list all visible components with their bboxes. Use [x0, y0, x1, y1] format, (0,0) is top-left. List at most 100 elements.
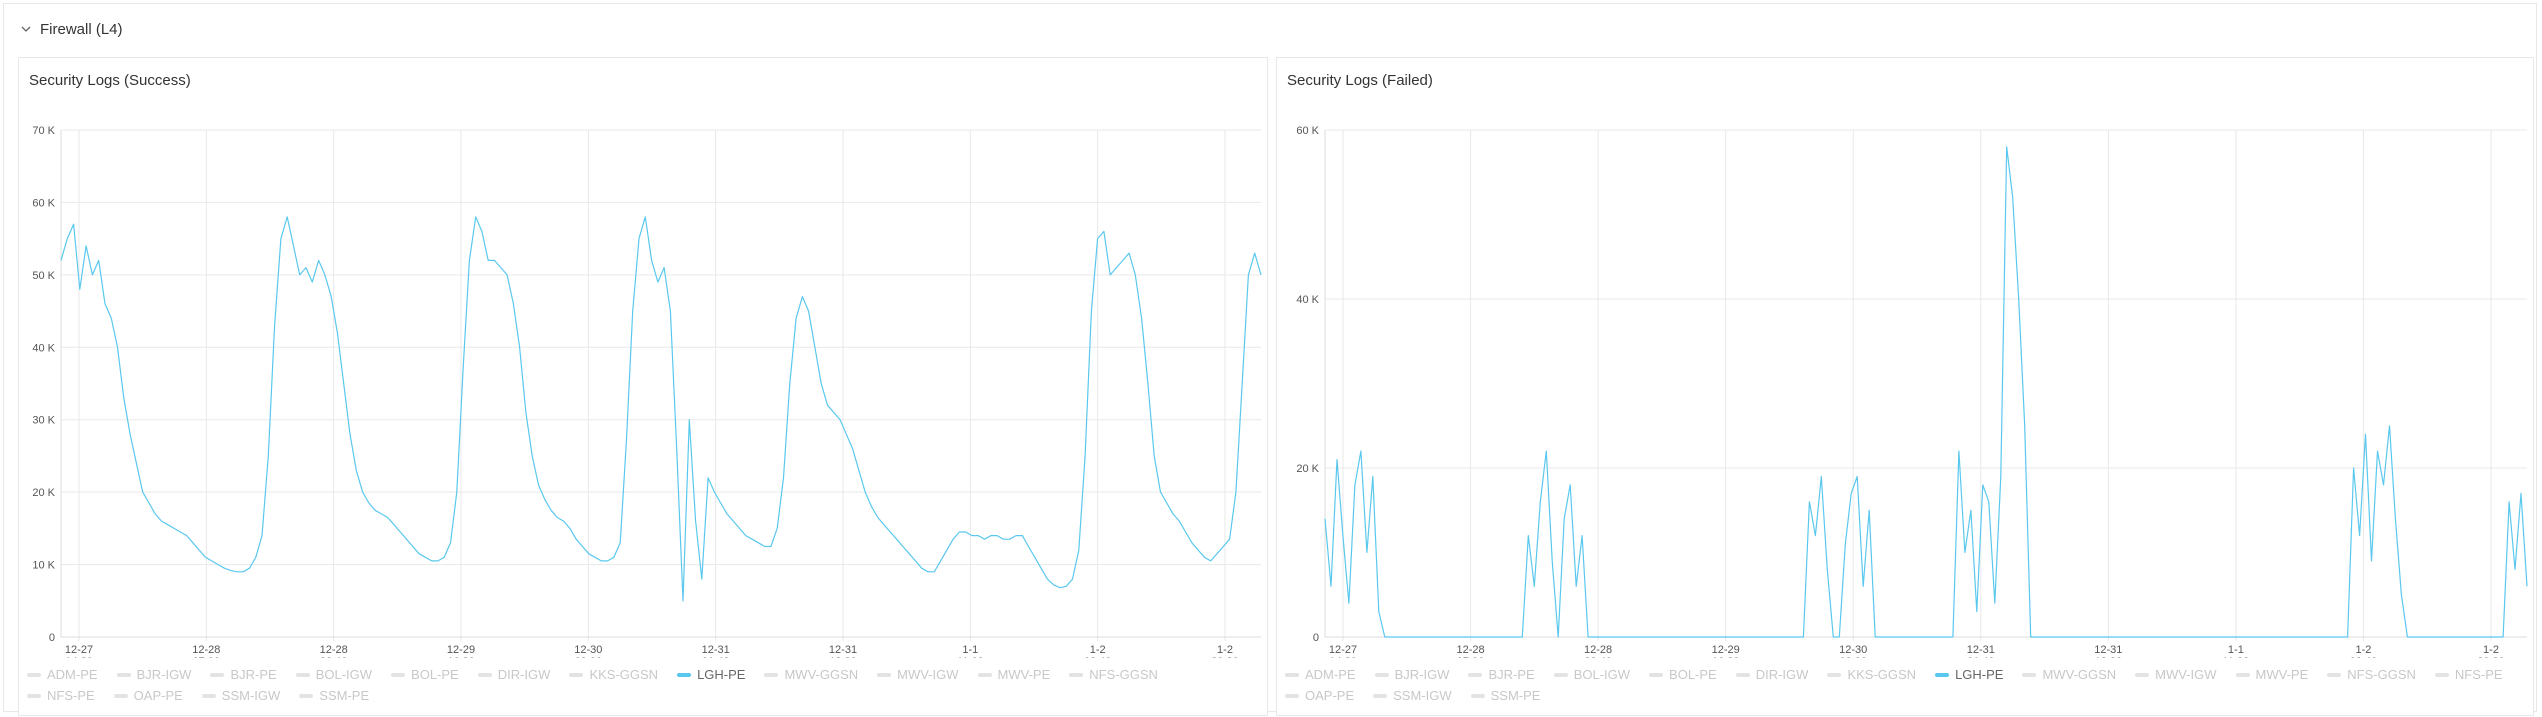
x-tick-label: 12-31 — [702, 644, 730, 656]
legend-label: MWV-GGSN — [784, 667, 859, 682]
legend-swatch — [391, 672, 406, 677]
legend-item[interactable]: NFS-PE — [2434, 666, 2503, 683]
x-tick-label: 12-28 — [1456, 644, 1484, 656]
legend-label: ADM-PE — [1305, 667, 1356, 682]
legend-label: NFS-PE — [47, 688, 95, 703]
legend-label: SSM-PE — [1490, 688, 1541, 703]
legend-item[interactable]: MWV-GGSN — [2022, 666, 2116, 683]
legend-swatch — [1935, 672, 1950, 677]
legend-item[interactable]: BOL-IGW — [1553, 666, 1630, 683]
legend-label: MWV-IGW — [897, 667, 959, 682]
chart-legend: ADM-PE BJR-IGW BJR-PE BOL-IGW BOL-PE DIR-IGW K… — [1285, 666, 2523, 704]
x-tick-label: 12-27 — [1329, 644, 1357, 656]
legend-item[interactable]: LGH-PE — [677, 666, 745, 683]
legend-item[interactable]: BJR-PE — [210, 666, 277, 683]
legend-label: NFS-GGSN — [1089, 667, 1158, 682]
x-tick-label: 12-31 — [2094, 644, 2122, 656]
legend-item[interactable]: SSM-PE — [299, 687, 369, 704]
x-tick-label: 12-31 — [829, 644, 857, 656]
legend-swatch — [295, 672, 310, 677]
legend-item[interactable]: DIR-IGW — [477, 666, 550, 683]
chevron-down-icon[interactable] — [20, 23, 32, 35]
legend-swatch — [113, 693, 128, 698]
y-tick-label: 60 K — [1296, 125, 1319, 137]
x-tick-label: 1-1 — [2228, 644, 2244, 656]
section-header[interactable]: Firewall (L4) — [20, 18, 123, 40]
legend-swatch — [2434, 672, 2449, 677]
legend-swatch — [1470, 693, 1485, 698]
legend-item[interactable]: KKS-GGSN — [569, 666, 658, 683]
legend-item[interactable]: BOL-IGW — [295, 666, 372, 683]
legend-item[interactable]: NFS-GGSN — [2327, 666, 2416, 683]
x-tick-label: 14:20 — [65, 656, 93, 658]
legend-label: BJR-IGW — [1394, 667, 1450, 682]
legend-item[interactable]: OAP-PE — [113, 687, 183, 704]
legend-label: NFS-PE — [2454, 667, 2503, 682]
legend-item[interactable]: BOL-PE — [391, 666, 459, 683]
legend-label: KKS-GGSN — [589, 667, 659, 682]
y-tick-label: 60 K — [32, 197, 55, 209]
failed-chart: 020 K40 K60 K12-2714:2012-2807:0012-2823… — [1296, 125, 2528, 658]
legend-swatch — [1649, 672, 1664, 677]
legend-item[interactable]: ADM-PE — [27, 666, 98, 683]
x-tick-label: 12-30 — [574, 644, 602, 656]
legend-item[interactable]: BOL-PE — [1649, 666, 1717, 683]
y-tick-label: 0 — [1313, 632, 1319, 644]
legend-item[interactable]: OAP-PE — [1285, 687, 1354, 704]
legend-item[interactable]: MWV-PE — [2235, 666, 2309, 683]
legend-swatch — [2135, 672, 2150, 677]
legend-swatch — [1373, 693, 1388, 698]
x-tick-label: 12-29 — [1712, 644, 1740, 656]
legend-item[interactable]: MWV-GGSN — [764, 666, 858, 683]
legend-item[interactable]: NFS-PE — [27, 687, 95, 704]
legend-label: MWV-PE — [2255, 667, 2309, 682]
legend-item[interactable]: LGH-PE — [1935, 666, 2003, 683]
legend-label: BOL-PE — [411, 667, 459, 682]
legend-item[interactable]: KKS-GGSN — [1827, 666, 1916, 683]
x-tick-label: 01:40 — [702, 656, 730, 658]
legend-item[interactable]: ADM-PE — [1285, 666, 1356, 683]
x-tick-label: 12-28 — [192, 644, 220, 656]
legend-swatch — [1285, 693, 1299, 698]
legend-swatch — [201, 693, 216, 698]
legend-label: KKS-GGSN — [1847, 667, 1917, 682]
legend-label: OAP-PE — [1305, 688, 1355, 703]
legend-item[interactable]: SSM-IGW — [1373, 687, 1452, 704]
y-tick-label: 30 K — [32, 415, 55, 427]
legend-label: NFS-GGSN — [2347, 667, 2416, 682]
x-tick-label: 09:00 — [575, 656, 603, 658]
legend-item[interactable]: DIR-IGW — [1735, 666, 1809, 683]
legend-item[interactable]: SSM-PE — [1470, 687, 1541, 704]
legend-item[interactable]: SSM-IGW — [201, 687, 281, 704]
legend-item[interactable]: MWV-PE — [977, 666, 1050, 683]
x-tick-label: 1-1 — [962, 644, 978, 656]
legend-item[interactable]: BJR-IGW — [1374, 666, 1450, 683]
legend-item[interactable]: BJR-PE — [1468, 666, 1535, 683]
legend-swatch — [27, 693, 41, 698]
legend-swatch — [1069, 672, 1084, 677]
legend-item[interactable]: MWV-IGW — [2135, 666, 2217, 683]
legend-swatch — [116, 672, 131, 677]
legend-swatch — [677, 672, 692, 677]
legend-label: SSM-PE — [319, 688, 370, 703]
legend-item[interactable]: NFS-GGSN — [1069, 666, 1158, 683]
y-tick-label: 40 K — [32, 342, 55, 354]
x-tick-label: 20:20 — [2477, 656, 2505, 658]
legend-label: LGH-PE — [1955, 667, 2004, 682]
x-tick-label: 11:00 — [2223, 656, 2250, 658]
legend-label: BJR-PE — [230, 667, 277, 682]
x-tick-label: 12-30 — [1839, 644, 1867, 656]
legend-item[interactable]: BJR-IGW — [116, 666, 191, 683]
x-tick-label: 23:40 — [1584, 656, 1612, 658]
y-tick-label: 0 — [49, 632, 55, 644]
x-tick-label: 12-27 — [65, 644, 93, 656]
legend-label: MWV-GGSN — [2042, 667, 2117, 682]
legend-swatch — [27, 672, 41, 677]
legend-label: ADM-PE — [47, 667, 98, 682]
legend-label: SSM-IGW — [1393, 688, 1452, 703]
y-tick-label: 10 K — [32, 560, 55, 572]
x-tick-label: 16:20 — [1712, 656, 1740, 658]
legend-label: DIR-IGW — [1755, 667, 1809, 682]
legend-label: SSM-IGW — [221, 688, 281, 703]
legend-item[interactable]: MWV-IGW — [877, 666, 959, 683]
